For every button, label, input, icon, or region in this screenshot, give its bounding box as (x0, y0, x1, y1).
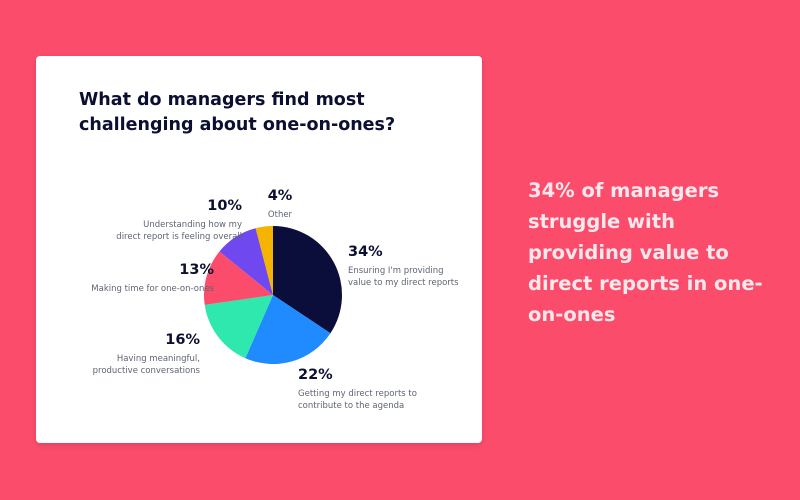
pie-slice-10 (219, 228, 273, 295)
slice-description: contribute to the agenda (298, 401, 404, 411)
slice-description: Ensuring I'm providing (348, 266, 444, 276)
slice-description: value to my direct reports (348, 278, 459, 288)
chart-title: What do managers find most challenging a… (79, 90, 396, 135)
slice-percent: 22% (298, 367, 333, 383)
pie-slice-4 (255, 226, 273, 295)
slice-description: Making time for one-on-ones (91, 284, 214, 294)
slice-description: Other (268, 210, 293, 220)
slice-description: Understanding how my (143, 220, 242, 230)
pie-slice-13 (203, 251, 273, 305)
slice-percent: 16% (165, 332, 200, 348)
slice-label-13: 13% Making time for one-on-ones (91, 262, 214, 294)
chart-card: What do managers find most challenging a… (36, 56, 482, 443)
slice-description: Getting my direct reports to (298, 389, 417, 399)
slice-percent: 34% (348, 244, 383, 260)
slice-description: productive conversations (93, 366, 201, 376)
slice-label-4: 4% Other (268, 188, 293, 220)
slice-label-16: 16% Having meaningful, productive conversa… (93, 332, 201, 376)
slice-percent: 13% (179, 262, 214, 278)
slice-label-22: 22% Getting my direct reports to contribut… (298, 367, 417, 411)
slice-percent: 10% (207, 198, 242, 214)
slice-percent: 4% (268, 188, 293, 204)
headline-stat: 34% of managers struggle with providing … (528, 179, 763, 326)
slice-label-10: 10% Understanding how my direct report is … (116, 198, 242, 242)
slice-description: direct report is feeling overall (116, 232, 242, 242)
pie-slice-22 (245, 295, 331, 364)
pie-slice-16 (204, 295, 273, 359)
pie-chart: 34% Ensuring I'm providing value to my dir… (91, 188, 459, 411)
slice-description: Having meaningful, (117, 354, 200, 364)
pie-slice-34 (273, 226, 342, 334)
slice-label-34: 34% Ensuring I'm providing value to my dir… (348, 244, 459, 288)
